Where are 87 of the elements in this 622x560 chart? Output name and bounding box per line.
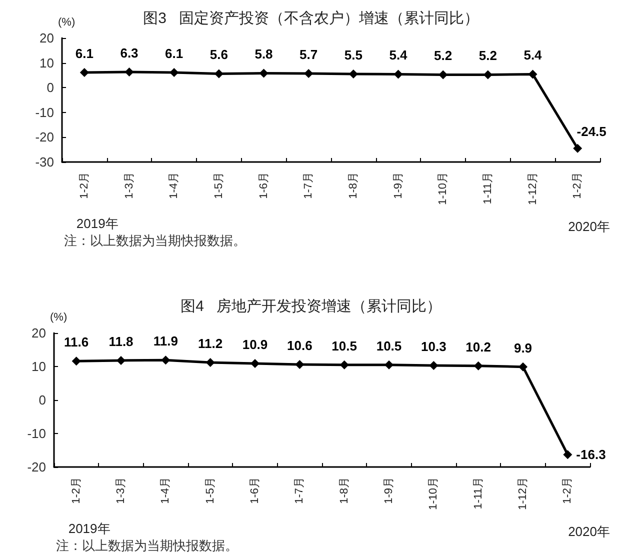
data-label: 10.5	[332, 338, 357, 354]
point	[124, 67, 134, 76]
x-tick-label: 1-2月	[70, 477, 82, 504]
y-tick-label: 10	[32, 359, 46, 374]
x-tick-label: 1-3月	[115, 477, 127, 504]
y-tick-label: 10	[40, 55, 54, 70]
x-tick-label: 1-9月	[383, 477, 395, 504]
data-label: 5.4	[524, 48, 543, 63]
x-tick-label: 1-7月	[302, 172, 315, 199]
data-label: 6.1	[75, 46, 94, 61]
point	[394, 70, 403, 79]
point	[80, 68, 89, 77]
x-tick-label: 1-6月	[258, 172, 270, 199]
y-axis-title: (%)	[50, 312, 68, 324]
x-tick-label: 1-4月	[160, 477, 172, 504]
data-label: 5.7	[300, 46, 318, 62]
y-tick-label: 0	[38, 392, 46, 408]
x-tick-label: 1-5月	[204, 477, 216, 504]
y-tick-label: -20	[35, 130, 54, 145]
data-label: 9.9	[514, 340, 532, 356]
data-label: -16.3	[576, 447, 606, 462]
text: 2019年	[76, 216, 118, 231]
data-label: 10.5	[376, 338, 402, 354]
y-tick-label: -30	[35, 154, 54, 170]
y-tick-label: -10	[27, 426, 46, 441]
point	[563, 450, 572, 460]
data-label: 11.2	[198, 336, 223, 351]
y-tick-label: 0	[46, 80, 54, 96]
x-tick-label: 1-2月	[572, 172, 584, 199]
x-tick-label: 1-4月	[168, 172, 180, 199]
text: 2020年	[568, 524, 610, 539]
chart-title: 图4 房地产开发投资增速（累计同比）	[180, 298, 442, 315]
data-label: 5.8	[254, 46, 273, 62]
data-label: 10.9	[242, 336, 268, 352]
x-tick-label: 1-11月	[482, 172, 494, 204]
x-tick-label: 1-10月	[437, 172, 450, 206]
x-tick-label: 1-10月	[428, 477, 440, 510]
x-tick-label: 1-2月	[78, 172, 90, 199]
point	[429, 360, 438, 370]
y-tick-label: 20	[40, 30, 54, 46]
y-tick-label: -10	[35, 104, 54, 120]
data-label: 11.9	[153, 334, 178, 349]
text: 注：以上数据为当期快报数据。	[56, 538, 238, 553]
point	[116, 356, 126, 365]
point	[528, 70, 538, 79]
x-tick-label: 1-7月	[294, 477, 306, 504]
data-label: 5.6	[210, 47, 228, 62]
point	[72, 356, 81, 366]
point	[250, 358, 260, 368]
data-label: 6.3	[120, 45, 138, 60]
x-tick-label: 1-6月	[249, 477, 261, 504]
x-tick-label: 1-12月	[526, 172, 539, 206]
data-label: 10.2	[466, 339, 491, 354]
x-tick-label: 1-3月	[123, 172, 136, 199]
data-label: 6.1	[165, 46, 184, 61]
x-tick-label: 1-8月	[347, 172, 360, 199]
text: 2020年	[568, 219, 610, 234]
point	[340, 360, 349, 370]
data-label: 10.6	[287, 338, 312, 353]
x-tick-label: 1-8月	[338, 477, 350, 504]
data-label: 10.3	[421, 338, 446, 354]
text: 注：以上数据为当期快报数据。	[64, 233, 246, 248]
point	[573, 144, 582, 153]
point	[384, 360, 394, 370]
text: 2019年	[68, 521, 110, 536]
y-tick-label: 20	[32, 326, 46, 340]
point	[214, 69, 224, 78]
data-label: -24.5	[576, 124, 606, 139]
x-tick-label: 1-12月	[517, 477, 529, 510]
x-tick-label: 1-11月	[472, 477, 484, 510]
data-label: 11.8	[108, 334, 134, 349]
chart-title: 图3 固定资产投资（不含农户）增速（累计同比）	[143, 10, 479, 27]
x-tick-label: 1-5月	[212, 172, 225, 199]
y-tick-label: -20	[27, 460, 46, 474]
data-label: 5.2	[434, 48, 452, 64]
point	[295, 360, 304, 369]
data-label: 11.6	[64, 334, 89, 350]
point	[518, 362, 528, 372]
x-tick-label: 1-9月	[392, 172, 404, 199]
data-label: 5.5	[344, 47, 362, 62]
data-label: 5.2	[478, 48, 497, 64]
point	[206, 358, 215, 367]
data-label: 5.4	[389, 48, 408, 63]
x-tick-label: 1-2月	[562, 477, 574, 504]
point	[474, 361, 483, 370]
y-axis-title: (%)	[58, 16, 76, 28]
point	[161, 356, 170, 365]
